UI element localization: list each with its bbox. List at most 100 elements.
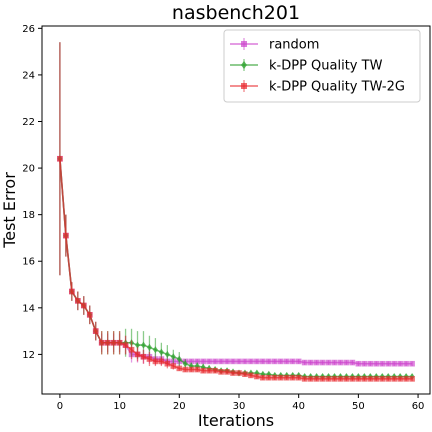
data-point [355,376,362,382]
plot-area: 0 10 20 30 40 50 60 12 14 16 18 20 22 24 26 [22,24,431,412]
data-point [212,358,218,365]
data-point [128,346,135,353]
data-point [188,358,195,365]
data-point [331,376,338,382]
data-point [373,376,380,382]
data-point [355,360,362,367]
data-point [80,302,87,309]
y-tick-label: 26 [22,24,35,35]
data-point [194,358,200,365]
data-point [313,376,320,382]
data-point [164,360,171,367]
data-point [343,376,350,382]
data-point [254,358,260,365]
data-point [110,339,117,346]
data-point [188,366,195,373]
data-point [283,358,290,365]
data-point [236,370,242,376]
data-point [397,376,403,382]
data-point [69,288,75,295]
data-point [242,371,248,378]
data-point [266,358,272,365]
data-point [200,358,206,365]
y-tick-label: 24 [22,70,35,81]
data-point [176,355,182,363]
data-point [92,328,99,334]
data-point [313,359,320,366]
chart-title: nasbench201 [172,2,300,24]
x-tick-label: 40 [292,401,305,412]
data-point [206,367,212,374]
y-tick-label: 14 [22,303,35,314]
x-tick-label: 30 [233,401,246,412]
data-point [337,376,344,382]
legend-label: k-DPP Quality TW [269,59,383,74]
data-point [385,376,392,382]
data-point [307,359,314,366]
data-point [212,367,218,374]
data-point [135,341,141,349]
data-point [373,360,380,367]
data-point [182,360,188,368]
data-point [260,358,266,365]
data-point [397,360,403,367]
data-point [176,365,183,372]
data-point [319,359,326,366]
data-point [170,363,177,369]
data-point [295,358,302,365]
y-axis-label: Test Error [0,172,19,249]
data-point [182,366,189,373]
data-point [289,374,296,381]
data-point [272,374,278,381]
data-point [283,374,290,381]
data-point [272,358,278,365]
y-tick-label: 18 [22,210,35,221]
y-tick-label: 22 [22,117,35,128]
data-point [224,369,230,375]
data-point [260,374,266,381]
data-point [230,358,236,365]
data-point [385,360,392,367]
data-point [361,360,368,367]
y-tick-label: 12 [22,350,35,361]
x-tick-label: 0 [57,401,63,412]
series-2 [57,42,415,382]
legend-box [223,29,421,103]
legend-label: k-DPP Quality TW-2G [269,80,405,95]
legend: random k-DPP Quality TW k-DPP Quality TW-2… [223,29,421,103]
data-point [230,370,236,376]
data-point [319,376,326,382]
x-tick-label: 60 [412,401,425,412]
data-point [158,358,165,365]
data-point [152,346,158,354]
legend-label: random [269,38,319,53]
legend-marker [241,61,247,69]
data-point [403,376,409,382]
data-point [146,356,153,362]
data-point [164,350,170,358]
data-point [367,360,374,367]
data-point [242,358,248,365]
data-point [86,312,93,318]
data-point [218,358,224,365]
data-point [75,298,81,304]
data-point [134,351,141,358]
data-point [140,353,147,360]
data-point [391,360,397,367]
data-point [200,367,206,374]
data-point [301,376,308,382]
data-point [349,359,356,366]
legend-marker [241,83,247,89]
legend-marker [241,41,247,47]
x-tick-label: 20 [173,401,186,412]
data-point [379,376,386,382]
data-point [361,376,368,382]
data-point [57,155,63,162]
plot-frame [41,25,431,395]
data-point [206,358,212,365]
y-tick-label: 20 [22,164,35,175]
x-axis-label: Iterations [198,411,274,430]
x-tick-label: 50 [352,401,365,412]
data-point [158,348,164,356]
data-point [140,341,146,349]
